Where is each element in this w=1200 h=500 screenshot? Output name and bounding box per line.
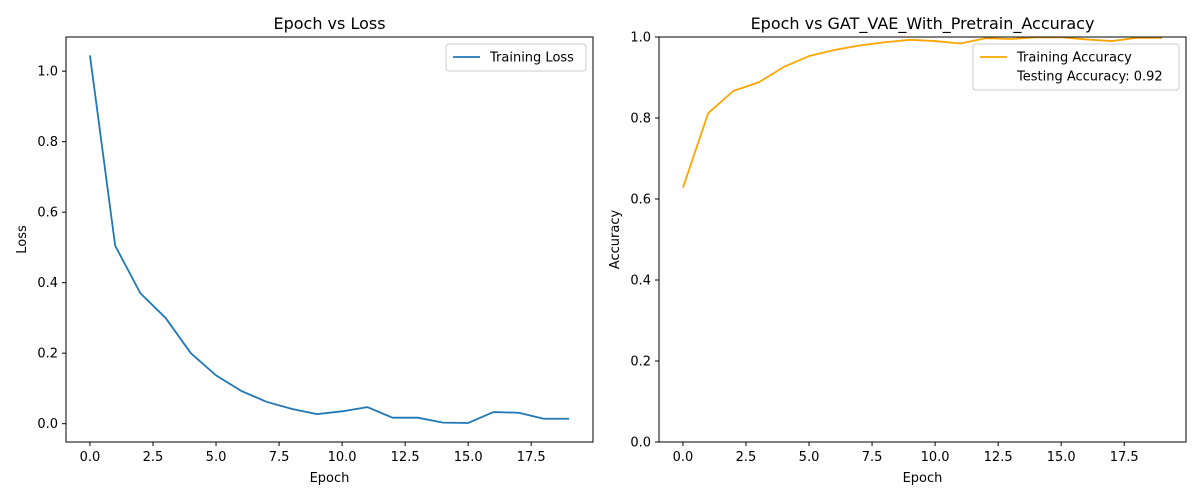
plot-frame — [65, 36, 594, 443]
y-tick-label: 1.0 — [630, 31, 651, 46]
y-tick-label: 0.8 — [37, 135, 58, 150]
y-tick-label: 0.6 — [630, 193, 651, 208]
x-tick-label: 5.0 — [206, 450, 227, 465]
legend: Training Loss — [445, 43, 587, 72]
plot-frame — [658, 36, 1187, 443]
x-tick-label: 2.5 — [143, 450, 164, 465]
x-axis-label: Epoch — [903, 471, 943, 486]
x-axis-label: Epoch — [310, 471, 350, 486]
x-tick-label: 10.0 — [328, 450, 357, 465]
series-line-1 — [89, 55, 570, 424]
x-tick-label: 15.0 — [454, 450, 483, 465]
x-tick-label: 12.5 — [984, 450, 1013, 465]
y-tick-label: 0.2 — [630, 355, 651, 370]
y-tick-label: 0.6 — [37, 206, 58, 221]
x-tick-label: 5.0 — [799, 450, 820, 465]
x-tick-label: 2.5 — [736, 450, 757, 465]
y-axis-label: Accuracy — [608, 210, 623, 270]
x-tick-label: 17.5 — [517, 450, 546, 465]
y-tick-label: 0.4 — [630, 274, 651, 289]
legend-box — [972, 43, 1180, 91]
series-line-1 — [682, 37, 1163, 188]
y-tick-label: 0.8 — [630, 112, 651, 127]
y-axis-label: Loss — [15, 225, 30, 254]
y-tick-label: 1.0 — [37, 65, 58, 80]
x-tick-label: 17.5 — [1110, 450, 1139, 465]
chart-title: Epoch vs GAT_VAE_With_Pretrain_Accuracy — [751, 14, 1095, 34]
subplot-1: Epoch vs Loss 0.0 2.5 5.0 7.5 10.0 12.5 15.0 17.… — [15, 14, 594, 486]
legend-label: Training Loss — [489, 51, 574, 66]
x-tick-label: 15.0 — [1047, 450, 1076, 465]
legend-label: Training Accuracy — [1016, 51, 1132, 66]
y-tick-label: 0.0 — [37, 417, 58, 432]
x-tick-label: 12.5 — [391, 450, 420, 465]
x-tick-label: 7.5 — [862, 450, 883, 465]
legend-label: Testing Accuracy: 0.92 — [1016, 70, 1163, 85]
x-tick-label: 0.0 — [80, 450, 101, 465]
legend-box — [445, 43, 587, 72]
x-tick-label: 0.0 — [673, 450, 694, 465]
subplot-2: Epoch vs GAT_VAE_With_Pretrain_Accuracy 0… — [608, 14, 1187, 486]
chart-title: Epoch vs Loss — [273, 14, 385, 33]
y-tick-label: 0.0 — [630, 436, 651, 451]
legend: Training Accuracy Testing Accuracy: 0.92 — [972, 43, 1180, 91]
x-tick-label: 10.0 — [921, 450, 950, 465]
y-tick-label: 0.2 — [37, 347, 58, 362]
y-tick-label: 0.4 — [37, 276, 58, 291]
x-tick-label: 7.5 — [269, 450, 290, 465]
